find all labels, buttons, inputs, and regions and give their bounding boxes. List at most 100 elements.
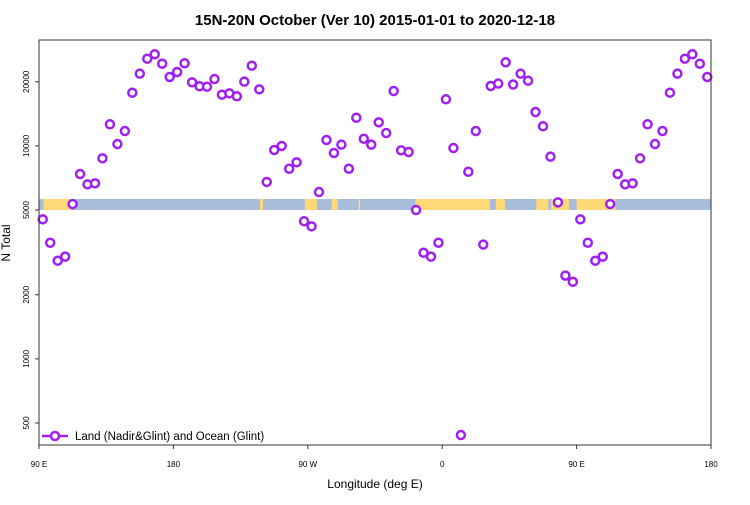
data-point bbox=[276, 140, 287, 152]
data-point bbox=[403, 146, 414, 158]
data-point bbox=[679, 53, 691, 64]
ocean-band bbox=[39, 199, 711, 210]
data-point bbox=[507, 79, 519, 90]
data-point bbox=[119, 125, 131, 137]
data-point bbox=[306, 221, 317, 232]
data-point bbox=[373, 117, 384, 128]
data-point bbox=[627, 178, 638, 189]
x-axis: 90 E 180 90 W 0 90 E 180 bbox=[31, 445, 718, 469]
data-point bbox=[433, 237, 444, 248]
data-point bbox=[560, 270, 571, 281]
data-point bbox=[567, 276, 579, 288]
y-tick-label: 1000 bbox=[22, 349, 31, 367]
data-point bbox=[336, 139, 347, 150]
data-point bbox=[604, 198, 616, 210]
data-point bbox=[425, 251, 437, 262]
data-point bbox=[642, 119, 653, 130]
data-point bbox=[612, 168, 623, 180]
y-tick-label: 20000 bbox=[22, 70, 31, 93]
data-point bbox=[268, 144, 280, 156]
land-patch bbox=[536, 199, 549, 210]
data-point bbox=[291, 157, 302, 168]
data-point bbox=[358, 133, 370, 145]
data-points bbox=[37, 49, 713, 441]
data-point bbox=[59, 251, 71, 262]
data-point bbox=[440, 94, 452, 105]
data-point bbox=[552, 197, 564, 208]
data-point bbox=[478, 239, 489, 250]
land-patch bbox=[331, 199, 338, 210]
y-tick-label: 2000 bbox=[22, 285, 31, 303]
data-point bbox=[702, 71, 713, 83]
data-point bbox=[500, 57, 511, 68]
data-point bbox=[582, 237, 594, 248]
legend-marker bbox=[49, 430, 61, 442]
data-point bbox=[171, 66, 183, 78]
x-tick-label: 180 bbox=[167, 460, 181, 469]
x-tick-label: 90 E bbox=[31, 460, 47, 469]
x-tick-label: 0 bbox=[440, 460, 445, 469]
data-point bbox=[537, 121, 549, 132]
land-patch bbox=[581, 199, 610, 210]
data-point bbox=[388, 85, 399, 97]
data-point bbox=[672, 68, 683, 79]
data-point bbox=[575, 214, 586, 225]
land-patch bbox=[495, 199, 505, 210]
legend-label: Land (Nadir&Glint) and Ocean (Glint) bbox=[75, 431, 264, 443]
data-point bbox=[231, 91, 243, 102]
y-axis: 500 1000 2000 5000 10000 20000 bbox=[22, 70, 39, 430]
x-axis-label: Longitude (deg E) bbox=[327, 477, 422, 491]
data-point bbox=[112, 138, 123, 150]
data-point bbox=[687, 49, 698, 60]
data-point bbox=[261, 176, 272, 188]
land-patch bbox=[576, 199, 595, 210]
data-point bbox=[463, 166, 474, 178]
y-axis-label: N Total bbox=[0, 224, 13, 261]
data-point bbox=[298, 215, 310, 227]
data-point bbox=[74, 168, 86, 180]
data-point bbox=[104, 119, 116, 130]
data-point bbox=[127, 87, 138, 98]
data-point bbox=[410, 204, 422, 216]
data-point bbox=[156, 58, 168, 69]
legend: Land (Nadir&Glint) and Ocean (Glint) bbox=[42, 430, 264, 443]
data-point bbox=[89, 178, 101, 189]
data-point bbox=[328, 147, 340, 159]
land-patch bbox=[260, 199, 263, 210]
data-point bbox=[694, 58, 706, 69]
data-point bbox=[470, 125, 482, 137]
x-tick-label: 180 bbox=[704, 460, 718, 469]
data-point bbox=[44, 237, 56, 248]
y-tick-label: 5000 bbox=[22, 201, 31, 219]
data-point bbox=[313, 186, 325, 198]
data-point bbox=[530, 106, 541, 118]
data-point bbox=[590, 255, 601, 266]
data-point bbox=[142, 53, 153, 64]
data-point bbox=[246, 60, 258, 71]
data-point bbox=[515, 68, 526, 79]
data-point bbox=[351, 112, 362, 123]
data-point bbox=[545, 151, 556, 162]
land-patch bbox=[43, 199, 72, 210]
data-point bbox=[283, 163, 295, 174]
data-point bbox=[97, 153, 108, 164]
data-point bbox=[657, 125, 668, 137]
data-point bbox=[522, 75, 534, 86]
data-point bbox=[52, 255, 63, 266]
data-point bbox=[134, 68, 146, 79]
y-tick-label: 500 bbox=[22, 416, 31, 430]
data-point bbox=[366, 139, 377, 150]
data-point bbox=[186, 77, 198, 88]
data-point bbox=[448, 142, 459, 154]
data-point bbox=[343, 163, 355, 174]
data-point bbox=[209, 73, 220, 85]
y-tick-label: 10000 bbox=[22, 134, 31, 157]
data-point bbox=[201, 81, 213, 92]
chart-title: 15N-20N October (Ver 10) 2015-01-01 to 2… bbox=[195, 12, 555, 29]
data-point bbox=[67, 198, 78, 210]
data-point bbox=[164, 71, 175, 83]
data-point bbox=[37, 214, 48, 225]
x-tick-label: 90 W bbox=[298, 460, 317, 469]
data-point bbox=[149, 49, 160, 60]
